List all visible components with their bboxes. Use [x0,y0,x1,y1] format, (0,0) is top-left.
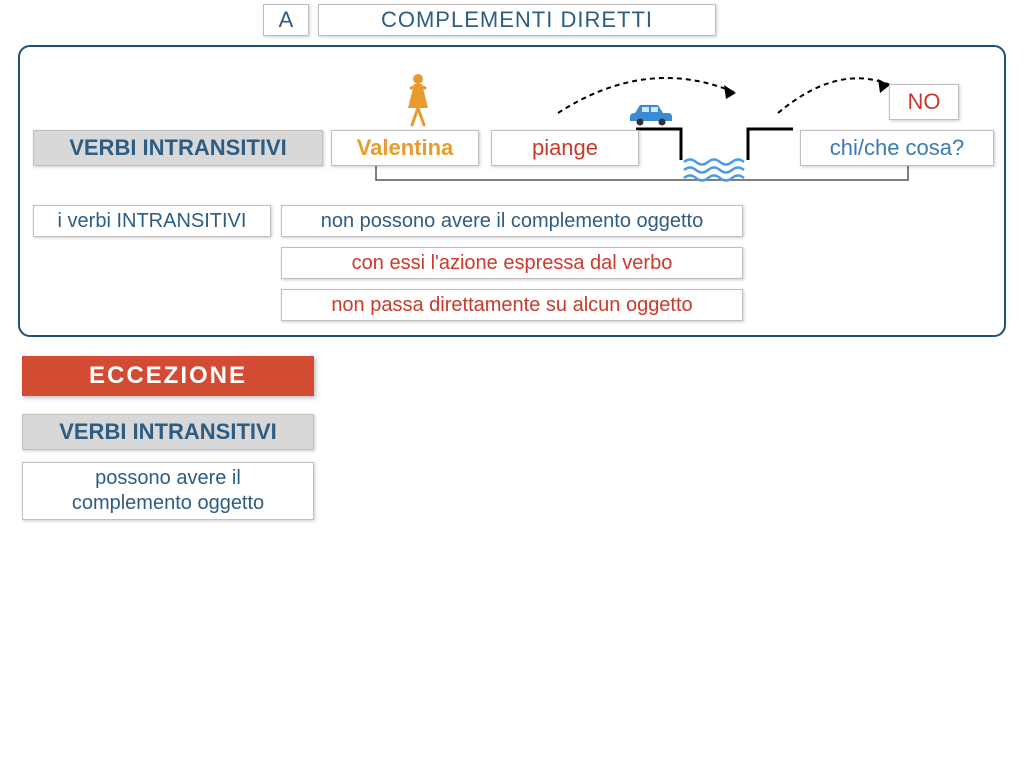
rule-line-1: non possono avere il complemento oggetto [281,205,743,237]
title-letter: A [263,4,309,36]
verbi-intransitivi-label-2: VERBI INTRANSITIVI [22,414,314,450]
possono-line-1: possono avere il [95,466,241,491]
verbi-intransitivi-label: VERBI INTRANSITIVI [33,130,323,166]
piange-box: piange [491,130,639,166]
valentina-box: Valentina [331,130,479,166]
title-main: COMPLEMENTI DIRETTI [318,4,716,36]
no-box: NO [889,84,959,120]
rule-line-3: non passa direttamente su alcun oggetto [281,289,743,321]
chi-che-cosa-box: chi/che cosa? [800,130,994,166]
possono-line-2: complemento oggetto [72,491,264,516]
eccezione-label: ECCEZIONE [22,356,314,396]
rule-subject: i verbi INTRANSITIVI [33,205,271,237]
rule-line-2: con essi l'azione espressa dal verbo [281,247,743,279]
possono-box: possono avere il complemento oggetto [22,462,314,520]
